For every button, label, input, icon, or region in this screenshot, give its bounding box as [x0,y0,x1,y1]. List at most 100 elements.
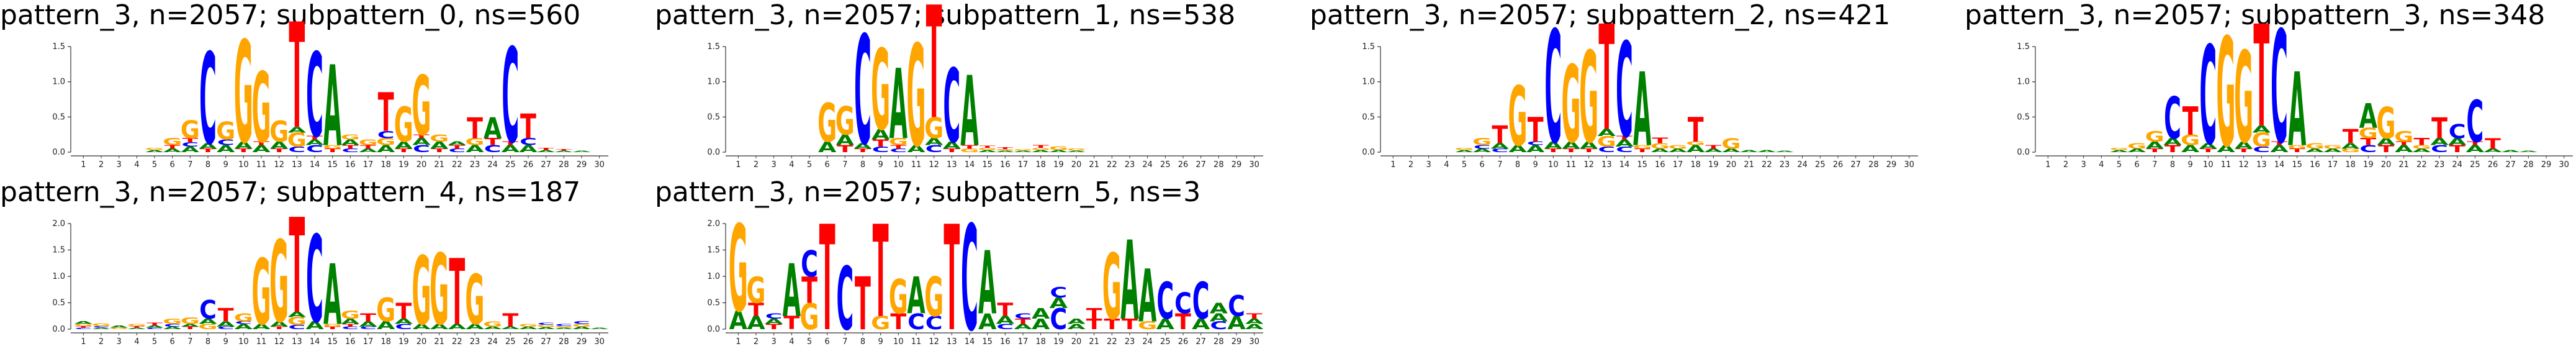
logo-letter: G [323,145,342,150]
logo-letter: C [341,326,359,330]
logo-letter: A [145,325,163,328]
logo-letter: G [2127,142,2146,151]
logo-chart: 0.00.51.01.52.01 2 3 4 5 6 7 8 9 10 11 12 13 14 15 16 17… [707,196,1263,354]
logo-letter: C [341,148,359,153]
x-tick-label: 20 [417,337,427,347]
logo-letter: T [748,299,764,320]
logo-letter: G [1508,69,1527,165]
logo-letter: A [128,327,146,330]
x-tick-label: 25 [2470,160,2480,170]
logo-letter: G [109,327,128,330]
x-tick-label: 29 [1232,337,1242,347]
logo-letter: C [854,4,871,179]
x-tick-label: 21 [1089,160,1099,170]
y-tick-label: 1.5 [2017,42,2030,52]
logo-letter: A [996,150,1015,153]
x-tick-label: 23 [1780,160,1790,170]
logo-letter: T [2431,112,2448,146]
logo-letter: A [377,143,395,155]
logo-letter: A [217,320,235,329]
x-tick-label: 2 [2063,160,2068,170]
x-tick-label: 5 [1462,160,1467,170]
logo-letter: C [1050,303,1067,337]
logo-letter: A [1740,150,1758,153]
logo-letter: G [376,291,395,329]
logo-letter: A [2359,98,2378,137]
x-tick-label: 29 [2541,160,2552,170]
logo-letter: A [466,143,484,155]
logo-letter: A [818,139,837,156]
x-tick-label: 7 [1497,160,1502,170]
x-tick-label: 13 [1601,160,1612,170]
logo-letter: T [1652,136,1669,145]
logo-letter: G [269,217,289,348]
logo-letter: C [217,326,235,330]
logo-letter: G [341,133,360,141]
x-tick-label: 7 [2152,160,2157,170]
logo-letter: G [996,149,1015,152]
logo-letter: G [2287,145,2307,150]
logo-letter: G [1031,147,1050,150]
logo-chart: 0.00.51.01.52.01 2 3 4 5 6 7 8 9 10 11 12 13 14 15 16 17… [52,191,609,350]
logo-letter: C [765,312,783,320]
logo-letter: C [836,250,853,350]
logo-letter: G [1686,141,1705,147]
x-tick-label: 9 [223,160,228,170]
x-tick-label: 25 [505,337,516,347]
x-tick-label: 10 [2203,160,2213,170]
logo-letter: G [799,295,819,338]
logo-letter: T [961,145,978,150]
logo-letter: T [235,148,251,153]
logo-letter: C [146,327,163,330]
logo-letter: T [2413,136,2430,147]
logo-letter: G [465,260,484,340]
x-tick-label: 13 [2256,160,2267,170]
x-tick-label: 9 [1533,160,1538,170]
logo-letter: C [1527,141,1544,147]
logo-letter: T [395,298,412,324]
logo-letter: T [1598,0,1615,163]
panel-title: pattern_3, n=2057; subpattern_1, ns=538 [655,0,1236,31]
logo-letter: T [2485,136,2502,153]
x-tick-label: 25 [1160,160,1171,170]
logo-letter: G [358,138,377,147]
logo-letter: A [2377,136,2395,147]
logo-letter: T [200,148,216,153]
x-tick-label: 17 [1673,160,1683,170]
logo-letter: G [1102,235,1122,341]
logo-letter: G [287,315,307,327]
logo-letter: A [235,322,253,331]
x-tick-label: 1 [736,160,741,170]
x-tick-label: 16 [345,160,356,170]
logo-letter: A [181,145,200,155]
x-tick-label: 5 [152,160,157,170]
logo-letter: T [1033,145,1050,149]
logo-letter: G [536,324,556,327]
x-tick-label: 4 [2099,160,2104,170]
x-tick-label: 25 [1815,160,1826,170]
logo-letter: G [1561,44,1580,168]
logo-letter: A [555,327,574,330]
logo-letter: G [181,315,200,326]
logo-letter: G [341,309,360,321]
logo-letter: T [556,149,572,152]
logo-letter: A [305,138,324,147]
x-tick-label: 24 [1797,160,1808,170]
logo-letter: A [2199,142,2218,151]
logo-letter: A [590,327,609,330]
x-tick-label: 29 [577,160,587,170]
logo-panel-4: pattern_3, n=2057; subpattern_4, ns=187 … [0,177,639,354]
x-tick-label: 7 [842,160,847,170]
panel-title: pattern_3, n=2057; subpattern_2, ns=421 [1310,0,1891,31]
y-tick-label: 1.5 [52,42,65,52]
logo-letter: G [1013,149,1032,152]
logo-letter: A [1651,148,1670,153]
logo-letter: G [1721,136,1741,153]
logo-letter: A [1210,311,1228,324]
logo-panel-5: pattern_3, n=2057; subpattern_5, ns=3 0.… [655,177,1294,354]
logo-letter: A [1050,150,1068,153]
logo-letter: T [538,147,555,150]
x-tick-label: 23 [1125,337,1135,347]
logo-letter: A [729,306,748,336]
logo-letter: T [837,143,853,155]
